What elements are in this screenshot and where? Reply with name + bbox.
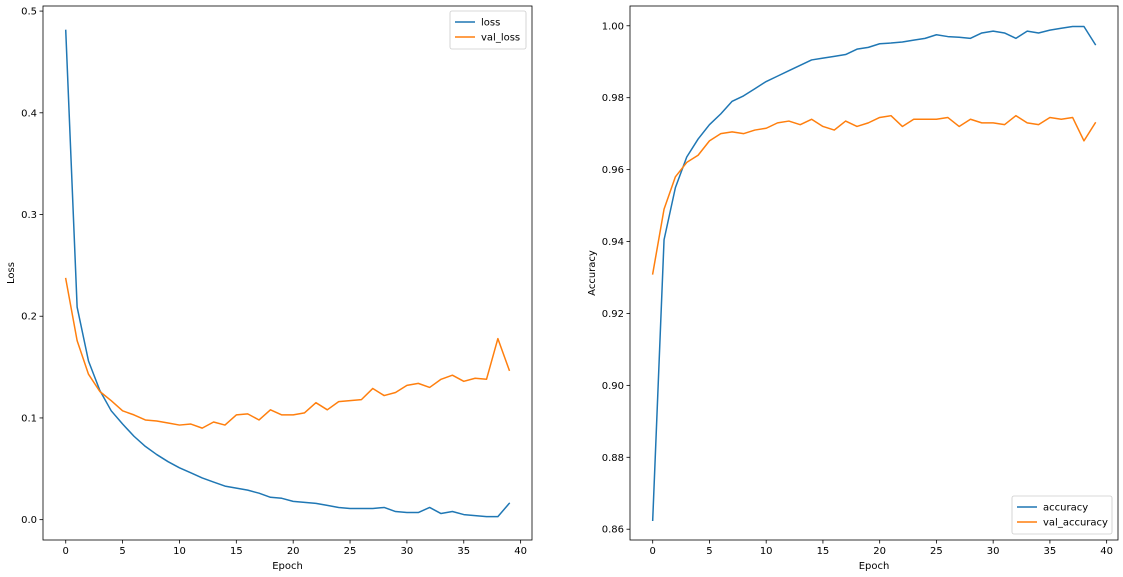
y-tick-label: 0.5 — [21, 7, 37, 18]
y-tick-label: 0.2 — [21, 312, 37, 323]
x-tick-label: 25 — [930, 546, 943, 557]
legend: loss val_loss — [449, 10, 527, 50]
x-tick-label: 40 — [514, 546, 527, 557]
x-tick-label: 30 — [987, 546, 1000, 557]
x-tick-label: 35 — [457, 546, 470, 557]
y-tick-label: 0.98 — [602, 93, 624, 104]
y-tick-label: 0.94 — [602, 237, 624, 248]
series-line-loss — [64, 29, 511, 518]
series-line-val-loss — [64, 277, 511, 429]
legend-label: val_accuracy — [1043, 518, 1108, 529]
x-tick-label: 30 — [401, 546, 414, 557]
accuracy-chart: 0 5 10 15 20 25 30 35 40 0.86 0.88 0.90 0.92 0.94 0.96… — [587, 5, 1119, 572]
y-tick-label: 0.0 — [21, 515, 37, 526]
x-tick-label: 10 — [173, 546, 186, 557]
y-tick-label: 0.3 — [21, 210, 37, 221]
x-tick-label: 20 — [287, 546, 300, 557]
legend-box — [1011, 495, 1113, 535]
axes-frame — [629, 5, 1119, 541]
legend-label: val_loss — [481, 33, 520, 44]
x-tick-label: 40 — [1100, 546, 1113, 557]
y-axis-label: Accuracy — [587, 250, 598, 296]
x-tick-label: 5 — [119, 546, 125, 557]
x-tick-label: 25 — [344, 546, 357, 557]
x-axis-label: Epoch — [272, 561, 303, 572]
x-tick-label: 0 — [650, 546, 656, 557]
y-axis-label: Loss — [6, 262, 17, 284]
y-tick-label: 0.92 — [602, 309, 624, 320]
legend-label: loss — [481, 18, 500, 29]
x-tick-label: 35 — [1044, 546, 1057, 557]
y-tick-label: 0.86 — [602, 525, 624, 536]
y-tick-label: 0.1 — [21, 413, 37, 424]
x-tick-label: 20 — [873, 546, 886, 557]
x-tick-label: 5 — [706, 546, 712, 557]
legend: accuracy val_accuracy — [1011, 495, 1113, 535]
x-tick-label: 0 — [63, 546, 69, 557]
axes-frame — [42, 5, 533, 541]
x-tick-label: 10 — [760, 546, 773, 557]
loss-chart: 0 5 10 15 20 25 30 35 40 0.0 0.1 0.2 0.3 0.4 0.5 Epoch L… — [6, 5, 533, 572]
series-line-accuracy — [651, 25, 1097, 521]
x-tick-label: 15 — [817, 546, 830, 557]
y-tick-label: 0.96 — [602, 165, 624, 176]
x-axis-label: Epoch — [859, 561, 890, 572]
y-tick-label: 1.00 — [602, 21, 624, 32]
legend-label: accuracy — [1043, 503, 1088, 514]
y-tick-label: 0.90 — [602, 381, 624, 392]
y-tick-label: 0.88 — [602, 453, 624, 464]
legend-box — [449, 10, 527, 50]
series-line-val-accuracy — [651, 114, 1097, 275]
x-tick-label: 15 — [230, 546, 243, 557]
y-tick-label: 0.4 — [21, 108, 37, 119]
